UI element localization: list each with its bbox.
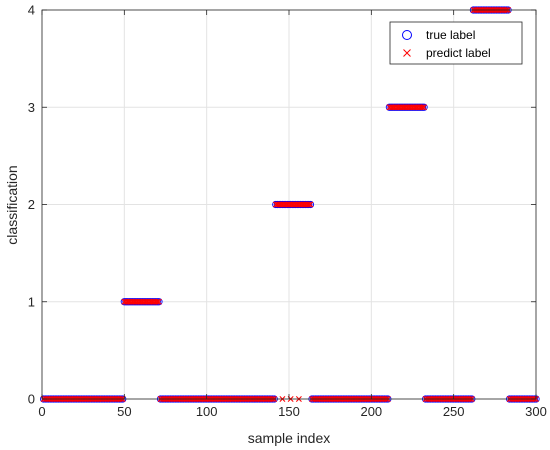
y-tick-label: 4 — [28, 3, 35, 18]
y-tick-label: 3 — [28, 100, 35, 115]
legend-label-predict: predict label — [426, 46, 491, 60]
predict-label-point — [305, 201, 312, 208]
x-tick-label: 300 — [525, 404, 547, 419]
predict-label-point — [154, 298, 161, 305]
x-tick-labels: 0 50 100 150 200 250 300 — [38, 404, 546, 419]
legend-box — [389, 21, 523, 65]
x-tick-label: 100 — [196, 404, 218, 419]
x-tick-label: 200 — [360, 404, 382, 419]
legend-label-true: true label — [426, 28, 475, 42]
legend: true label predict label — [389, 21, 523, 65]
predict-label-point — [155, 298, 162, 305]
predict-label-point — [421, 104, 427, 111]
y-tick-label: 2 — [28, 197, 35, 212]
legend-marker-true-label — [402, 30, 412, 40]
predict-label-point — [419, 104, 426, 111]
y-axis-label: classification — [4, 165, 20, 244]
predict-label-point — [307, 201, 314, 208]
x-tick-label: 150 — [278, 404, 300, 419]
x-tick-label: 0 — [38, 404, 45, 419]
axis-ticks — [41, 9, 537, 400]
x-tick-label: 50 — [117, 404, 131, 419]
legend-marker-predict-label — [403, 49, 411, 57]
x-tick-label: 250 — [443, 404, 465, 419]
series-predict-label — [40, 7, 539, 402]
y-tick-labels: 0 1 2 3 4 — [28, 3, 35, 407]
y-tick-label: 1 — [28, 294, 35, 309]
x-axis-label: sample index — [248, 430, 331, 446]
y-tick-label: 0 — [28, 392, 35, 407]
